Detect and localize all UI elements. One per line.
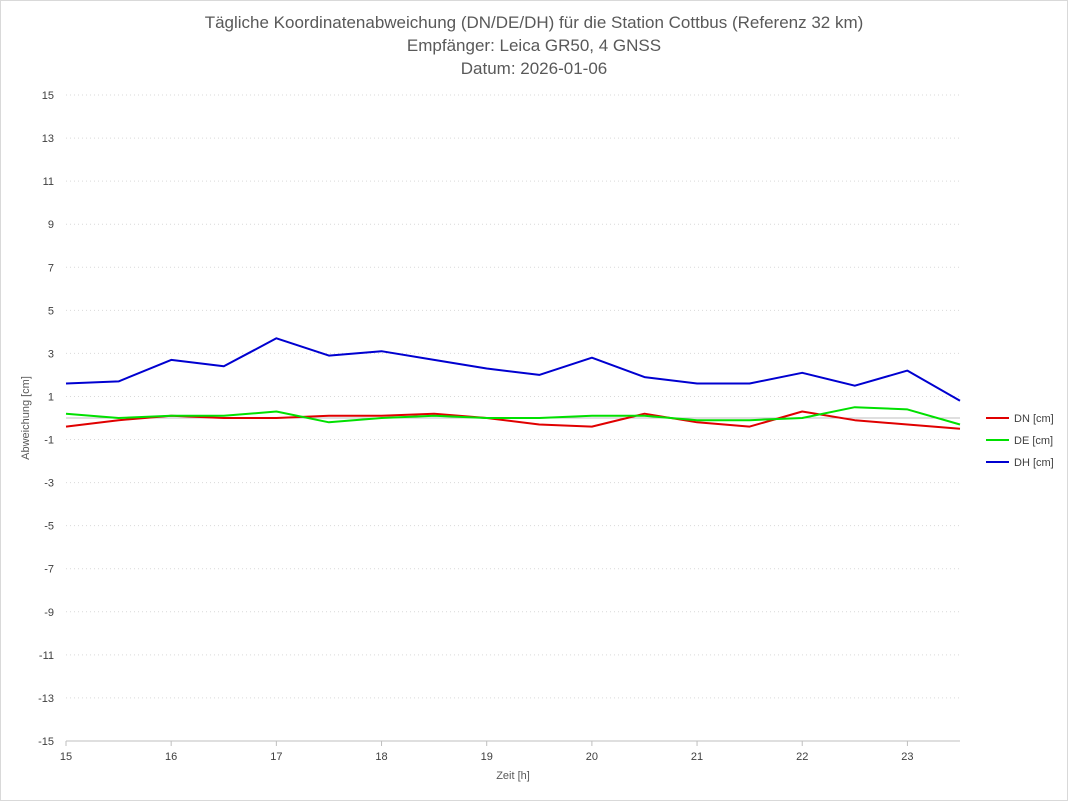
x-tick-label: 20 xyxy=(586,751,598,763)
y-tick-label: 11 xyxy=(43,176,54,188)
x-tick-label: 16 xyxy=(165,751,177,763)
y-tick-label: -5 xyxy=(44,521,54,533)
y-tick-label: 5 xyxy=(48,305,54,317)
y-tick-label: -13 xyxy=(38,693,54,705)
x-tick-label: 21 xyxy=(691,751,703,763)
chart-title-line-1: Tägliche Koordinatenabweichung (DN/DE/DH… xyxy=(205,13,864,32)
y-tick-label: -3 xyxy=(44,478,54,490)
y-tick-label: 7 xyxy=(48,262,54,274)
y-axis-label: Abweichung [cm] xyxy=(20,376,32,460)
y-tick-label: 3 xyxy=(48,348,54,360)
x-axis-ticks: 15 16 17 18 19 20 21 22 23 xyxy=(60,741,914,763)
x-tick-label: 15 xyxy=(60,751,72,763)
legend: DN [cm] DE [cm] DH [cm] xyxy=(986,413,1054,469)
y-tick-label: -7 xyxy=(44,564,54,576)
x-tick-label: 17 xyxy=(270,751,282,763)
legend-label: DH [cm] xyxy=(1014,457,1054,469)
x-tick-label: 22 xyxy=(796,751,808,763)
y-tick-label: -11 xyxy=(39,650,54,662)
legend-label: DN [cm] xyxy=(1014,413,1054,425)
legend-label: DE [cm] xyxy=(1014,435,1053,447)
y-tick-label: 9 xyxy=(48,219,54,231)
x-axis-label: Zeit [h] xyxy=(496,770,530,782)
y-tick-label: -1 xyxy=(44,435,54,447)
series-lines xyxy=(65,337,961,430)
y-axis-ticks: 15 13 11 9 7 5 3 1 -1 -3 -5 -7 -9 -11 -13 -15 xyxy=(38,90,54,748)
y-tick-label: 13 xyxy=(42,133,54,145)
y-tick-label: -9 xyxy=(44,607,54,619)
x-tick-label: 18 xyxy=(375,751,387,763)
y-tick-label: 1 xyxy=(48,391,54,403)
chart-title-line-2: Empfänger: Leica GR50, 4 GNSS xyxy=(407,36,661,55)
series-line-de xyxy=(65,406,961,426)
x-tick-label: 23 xyxy=(901,751,913,763)
series-line-dh xyxy=(65,337,961,402)
y-tick-label: 15 xyxy=(42,90,54,102)
chart-title-line-3: Datum: 2026-01-06 xyxy=(461,59,607,78)
x-tick-label: 19 xyxy=(481,751,493,763)
series-line-dn xyxy=(65,410,961,430)
y-tick-label: -15 xyxy=(38,736,54,748)
